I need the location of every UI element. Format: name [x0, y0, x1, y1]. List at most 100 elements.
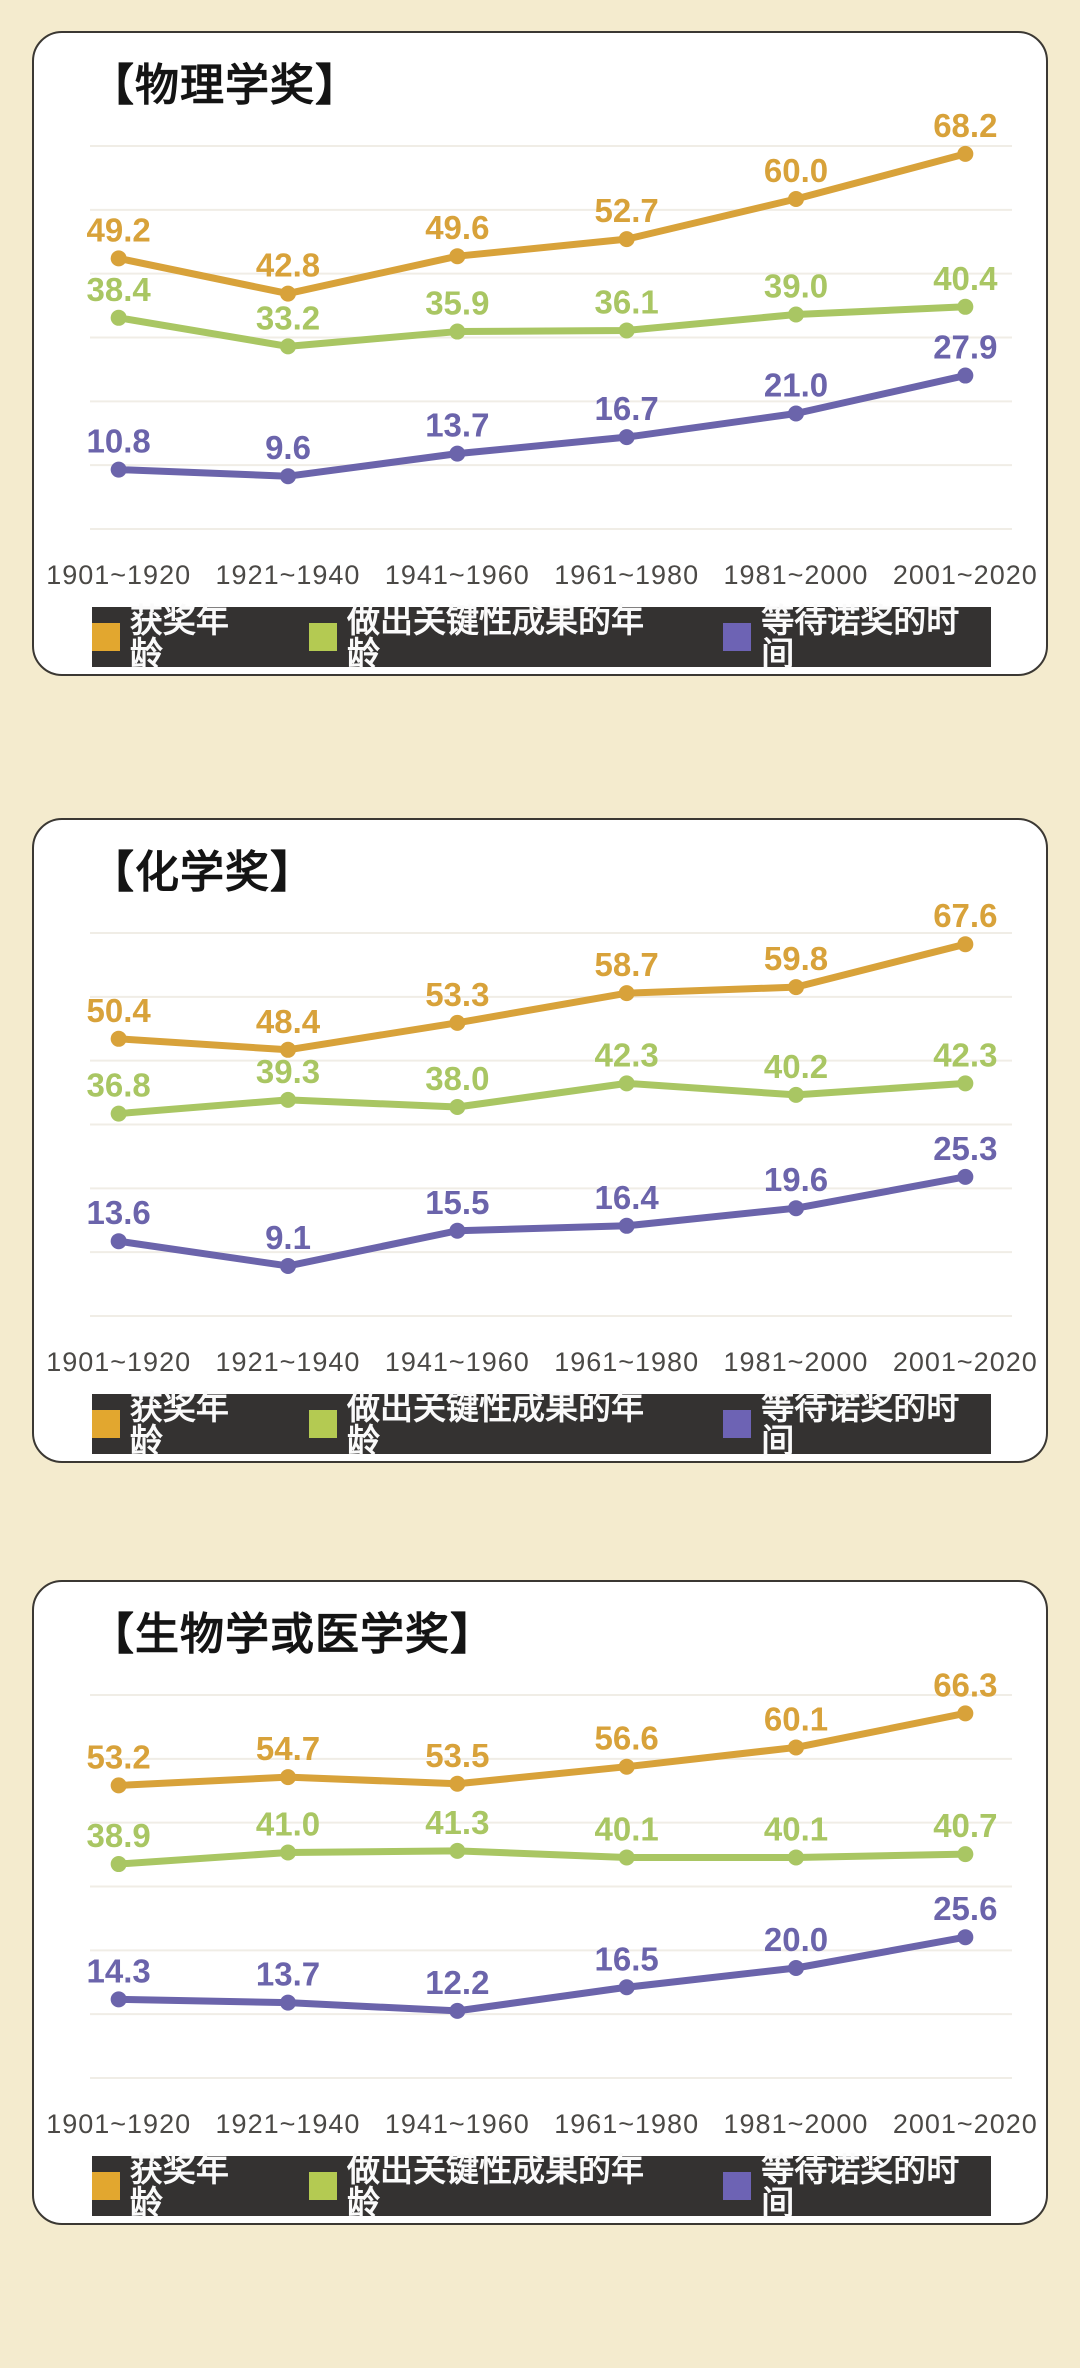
legend-label: 做出关键性成果的年龄	[347, 602, 645, 672]
data-point	[788, 1200, 804, 1217]
data-point	[280, 468, 296, 485]
data-label: 49.2	[87, 211, 151, 248]
data-point	[957, 1929, 974, 1946]
data-point	[957, 367, 974, 384]
chart-legend: 获奖年龄 做出关键性成果的年龄 等待诺奖的时间	[92, 2151, 991, 2221]
data-label: 39.0	[764, 268, 828, 305]
data-label: 9.1	[265, 1219, 311, 1256]
data-point	[110, 1233, 127, 1250]
data-point	[957, 298, 974, 315]
data-label: 15.5	[425, 1184, 489, 1221]
data-label: 50.4	[87, 992, 152, 1029]
data-label: 54.7	[256, 1730, 320, 1767]
x-axis-label: 1961~1980	[554, 1346, 700, 1377]
x-axis-label: 1961~1980	[554, 559, 700, 590]
data-label: 41.3	[425, 1804, 489, 1841]
data-label: 42.3	[933, 1036, 997, 1073]
data-point	[618, 231, 635, 248]
data-label: 25.3	[933, 1130, 997, 1167]
series-line	[115, 1847, 969, 1868]
data-label: 19.6	[764, 1161, 828, 1198]
legend-item: 等待诺奖的时间	[723, 2153, 991, 2219]
data-label: 16.7	[595, 390, 659, 427]
data-label: 20.0	[764, 1921, 828, 1958]
series-line	[115, 1079, 969, 1118]
legend-label: 获奖年龄	[129, 602, 229, 672]
series-line	[115, 150, 969, 298]
data-label: 60.0	[764, 152, 828, 189]
data-point	[449, 1775, 466, 1792]
data-point	[280, 338, 296, 355]
legend-label: 等待诺奖的时间	[761, 1389, 960, 1459]
chart-legend: 获奖年龄 做出关键性成果的年龄 等待诺奖的时间	[92, 602, 991, 672]
data-point	[618, 1758, 635, 1775]
legend-swatch	[309, 623, 338, 651]
data-label: 49.6	[425, 209, 489, 246]
card-title: 【化学奖】	[90, 848, 315, 897]
data-label: 56.6	[595, 1720, 659, 1757]
data-point	[788, 191, 804, 207]
legend-swatch	[309, 1410, 338, 1438]
data-point	[280, 1769, 296, 1786]
data-point	[618, 1217, 635, 1234]
x-axis-label: 2001~2020	[892, 559, 1038, 590]
card-title: 【物理学奖】	[90, 61, 360, 110]
data-point	[449, 323, 466, 340]
data-label: 21.0	[764, 367, 828, 404]
legend-label: 做出关键性成果的年龄	[347, 2151, 645, 2221]
series-line	[115, 1173, 969, 1270]
data-point	[110, 1030, 127, 1047]
data-point	[110, 461, 127, 478]
data-label: 14.3	[87, 1952, 151, 1989]
data-point	[618, 322, 635, 339]
data-point	[280, 1844, 296, 1861]
data-label: 40.1	[595, 1810, 659, 1847]
line-chart: 50.4 48.4 53.3 58.7 59.8 67.6 36.8 39.3 38.0 42.3…	[87, 897, 1012, 1317]
x-axis-labels: 1901~1920 1921~1940 1941~1960 1961~1980 1981…	[34, 2106, 1046, 2142]
data-label: 68.2	[933, 107, 997, 144]
data-label: 13.6	[87, 1194, 151, 1231]
data-label: 48.4	[256, 1003, 321, 1040]
data-point	[618, 429, 635, 446]
line-chart: 53.2 54.7 53.5 56.6 60.1 66.3 38.9 41.0 41.3 40.1…	[87, 1666, 1012, 2079]
data-label: 38.9	[87, 1817, 151, 1854]
x-axis-label: 2001~2020	[892, 1346, 1038, 1377]
data-point	[957, 936, 974, 953]
legend-item: 获奖年龄	[92, 2153, 261, 2219]
legend-swatch	[723, 1410, 752, 1438]
x-axis-label: 1961~1980	[554, 2108, 700, 2139]
data-point	[788, 1849, 804, 1866]
data-point	[449, 1014, 466, 1031]
data-label: 41.0	[256, 1806, 320, 1843]
data-point	[618, 985, 635, 1002]
legend-item: 做出关键性成果的年龄	[309, 604, 675, 670]
data-point	[280, 285, 296, 302]
data-point	[788, 1739, 804, 1756]
data-label: 60.1	[764, 1700, 828, 1737]
data-label: 53.3	[425, 976, 489, 1013]
legend-item: 获奖年龄	[92, 1391, 261, 1457]
x-axis-label: 1901~1920	[46, 1346, 192, 1377]
data-point	[618, 1979, 635, 1996]
data-label: 36.1	[595, 283, 659, 320]
legend-item: 等待诺奖的时间	[723, 604, 991, 670]
data-label: 40.2	[764, 1048, 828, 1085]
data-label: 38.0	[425, 1060, 489, 1097]
data-point	[449, 1222, 466, 1239]
data-label: 42.3	[595, 1036, 659, 1073]
medicine-prize-card: 【生物学或医学奖】 53.2 54.7 53.5 56.6 60.1 66.3 38.9 41…	[32, 1580, 1048, 2225]
data-label: 9.6	[265, 429, 311, 466]
data-point	[280, 1091, 296, 1108]
data-label: 40.7	[933, 1807, 997, 1844]
x-axis-label: 2001~2020	[892, 2108, 1038, 2139]
series-line	[115, 372, 969, 480]
line-chart: 49.2 42.8 49.6 52.7 60.0 68.2 38.4 33.2 35.9 36.1…	[87, 107, 1012, 530]
legend-item: 做出关键性成果的年龄	[309, 1391, 675, 1457]
data-point	[957, 145, 974, 162]
x-axis-label: 1921~1940	[215, 1346, 361, 1377]
legend-label: 等待诺奖的时间	[761, 602, 960, 672]
x-axis-label: 1981~2000	[723, 2108, 869, 2139]
x-axis-label: 1901~1920	[46, 2108, 192, 2139]
data-point	[788, 1086, 804, 1103]
data-point	[110, 1991, 127, 2008]
